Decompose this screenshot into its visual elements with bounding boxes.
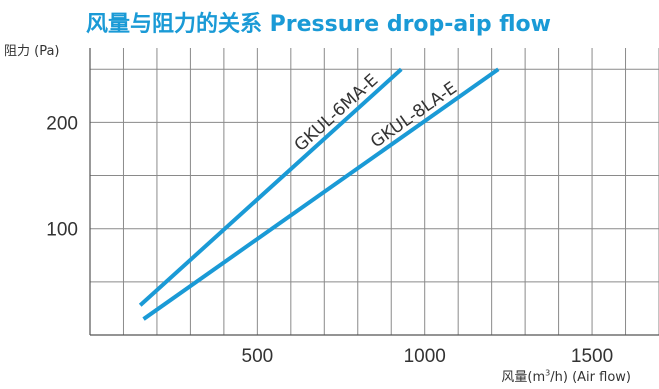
y-tick-label: 200 [46,113,78,134]
x-axis-label-sup: 3 [545,368,551,378]
x-axis-label-suffix: /h) (Air flow) [550,370,631,385]
y-axis-label: 阻力 (Pa) [4,44,60,59]
chart-title: 风量与阻力的关系 Pressure drop-aip flow [86,12,551,37]
series-label: GKUL-6MA-E [291,70,382,155]
x-tick-label: 1000 [404,346,446,367]
x-axis-label-prefix: 风量(m [501,370,546,385]
series-line [142,67,500,321]
x-tick-label: 1500 [571,346,613,367]
y-tick-label: 100 [46,220,78,241]
x-tick-label: 500 [242,346,274,367]
series-line [138,67,403,307]
x-axis-label: 风量(m3/h) (Air flow) [501,366,631,385]
